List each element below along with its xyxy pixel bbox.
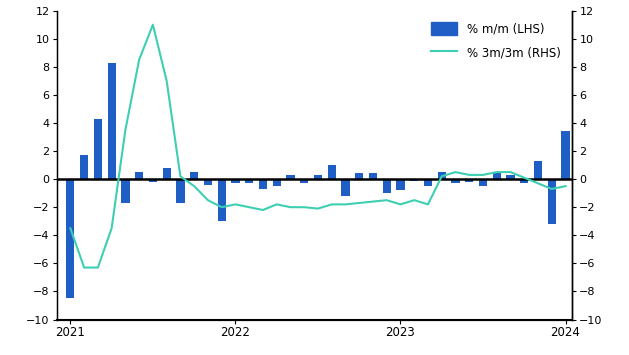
Bar (355, 174, 364, 179)
Bar (190, 172, 198, 179)
Bar (80, 155, 88, 179)
Bar (410, 179, 418, 180)
Bar (218, 179, 226, 221)
Bar (479, 179, 487, 186)
Bar (396, 179, 404, 190)
Bar (162, 168, 170, 179)
Bar (314, 175, 322, 179)
Bar (506, 175, 515, 179)
Bar (328, 165, 336, 179)
Bar (66, 179, 74, 299)
Bar (245, 179, 253, 183)
Bar (493, 174, 501, 179)
Bar (548, 179, 556, 224)
Bar (149, 179, 157, 182)
Legend: % m/m (LHS), % 3m/3m (RHS): % m/m (LHS), % 3m/3m (RHS) (425, 17, 567, 65)
Bar (108, 62, 116, 179)
Bar (438, 172, 446, 179)
Bar (259, 179, 267, 189)
Bar (176, 179, 184, 203)
Bar (135, 172, 143, 179)
Bar (424, 179, 432, 186)
Bar (272, 179, 281, 186)
Bar (286, 175, 294, 179)
Bar (562, 131, 570, 179)
Bar (342, 179, 350, 196)
Bar (452, 179, 460, 183)
Bar (534, 161, 542, 179)
Bar (121, 179, 130, 203)
Bar (465, 179, 474, 182)
Bar (369, 174, 377, 179)
Bar (94, 119, 102, 179)
Bar (382, 179, 391, 193)
Bar (204, 179, 212, 185)
Bar (231, 179, 240, 183)
Bar (300, 179, 308, 183)
Bar (520, 179, 528, 183)
